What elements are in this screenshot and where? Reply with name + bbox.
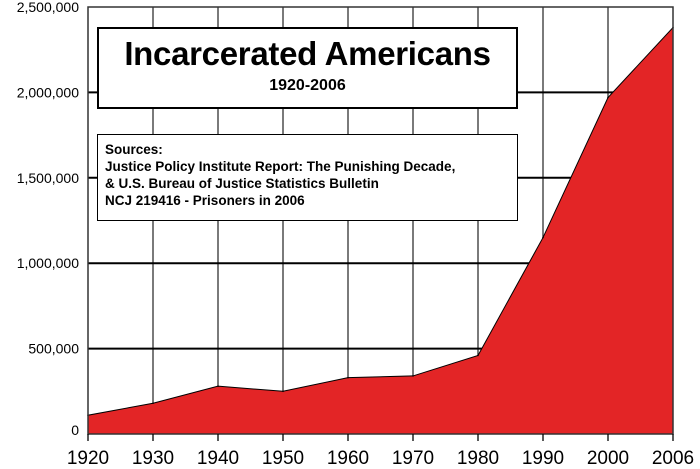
title-box: Incarcerated Americans 1920-2006 <box>97 27 518 109</box>
chart-subtitle: 1920-2006 <box>269 77 346 94</box>
sources-line: Justice Policy Institute Report: The Pun… <box>105 159 456 174</box>
plot-frame <box>87 6 674 435</box>
sources-line: & U.S. Bureau of Justice Statistics Bull… <box>105 176 379 191</box>
x-tick-label: 2006 <box>652 448 694 469</box>
y-tick-label: 500,000 <box>28 341 79 357</box>
y-tick-label: 2,000,000 <box>17 84 79 100</box>
x-tick-label: 1970 <box>392 448 434 469</box>
data-point <box>607 96 609 99</box>
x-tick-label: 1980 <box>457 448 499 469</box>
data-point <box>282 390 284 393</box>
sources-line: NCJ 219416 - Prisoners in 2006 <box>105 193 305 208</box>
data-point <box>412 375 414 377</box>
x-tick-label: 1950 <box>262 448 304 469</box>
x-tick-label: 1960 <box>327 448 369 469</box>
x-tick-label: 1930 <box>132 448 174 469</box>
x-tick-label: 2000 <box>587 448 629 469</box>
y-tick-label: 2,500,000 <box>17 0 79 15</box>
sources-box: Sources: Justice Policy Institute Report… <box>97 134 518 221</box>
x-tick-label: 1990 <box>522 448 564 469</box>
y-tick-label: 1,000,000 <box>17 255 79 271</box>
x-tick-label: 1920 <box>67 448 109 469</box>
chart-title: Incarcerated Americans <box>124 35 491 72</box>
data-point <box>152 402 154 405</box>
y-tick-label: 0 <box>71 422 79 438</box>
data-point <box>217 385 219 387</box>
data-point <box>542 236 544 239</box>
y-tick-label: 1,500,000 <box>17 170 79 186</box>
sources-heading: Sources: <box>105 142 163 157</box>
data-point <box>477 354 479 357</box>
x-tick-label: 1940 <box>197 448 239 469</box>
data-point <box>347 376 349 379</box>
